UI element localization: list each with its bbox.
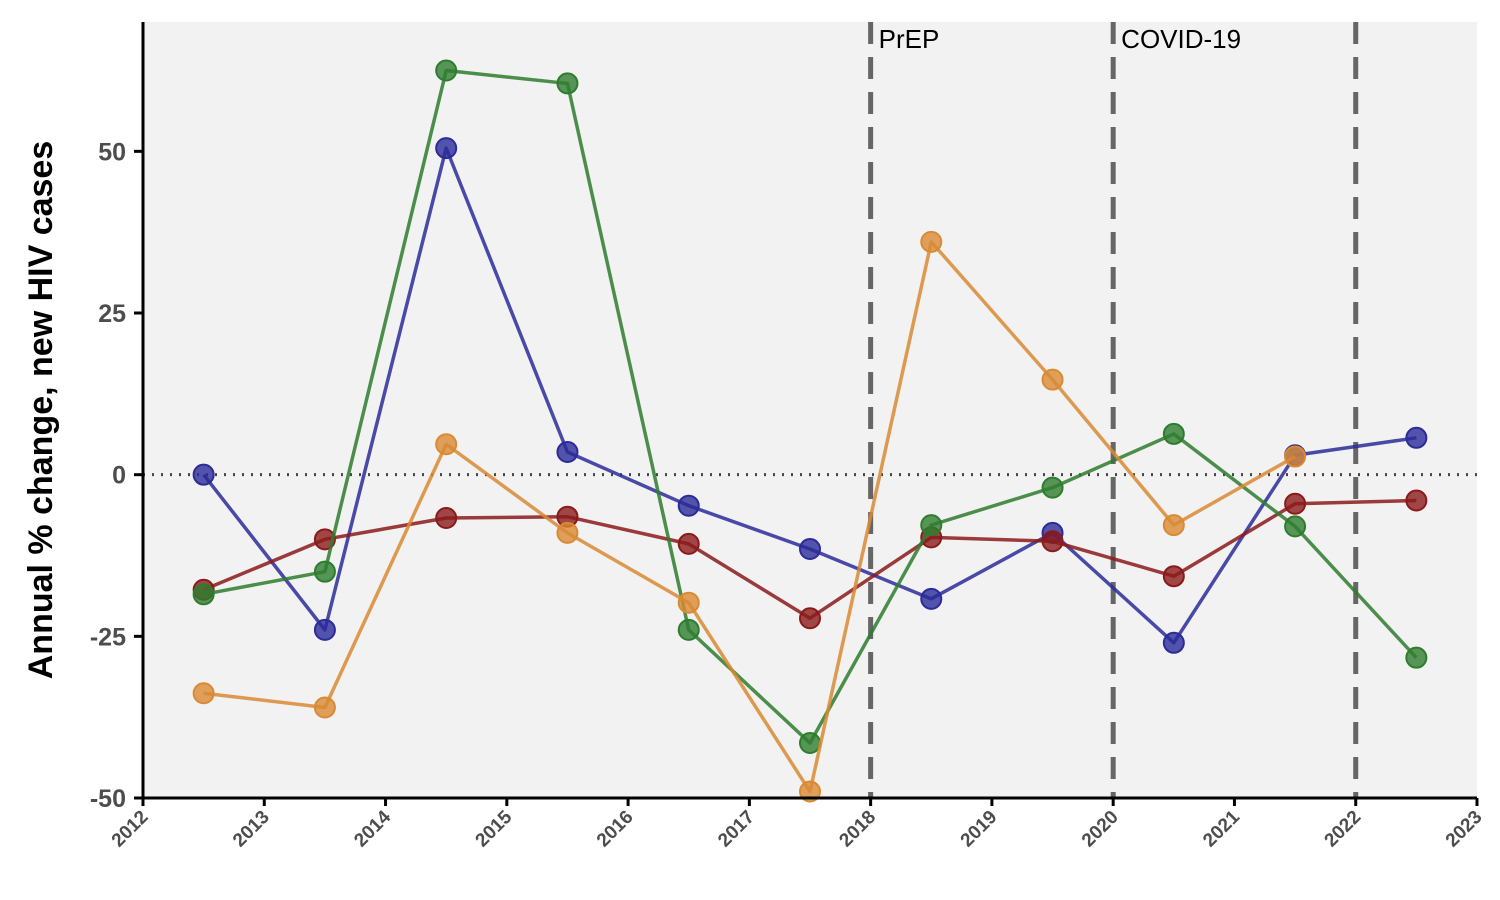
series-2-point-9 [1284, 515, 1307, 538]
series-3-point-8 [1162, 514, 1185, 537]
series-0-point-10 [1405, 426, 1428, 449]
series-3-point-4 [677, 591, 700, 614]
x-tick-label-4: 2016 [593, 807, 638, 852]
series-layer [192, 59, 1428, 803]
series-0-point-6 [920, 587, 943, 610]
x-tick-label-1: 2013 [229, 807, 274, 852]
series-3-point-9 [1284, 445, 1307, 468]
series-1-point-10 [1405, 489, 1428, 512]
y-ticks: -50 -25 0 25 50 [90, 138, 143, 813]
x-tick-label-7: 2019 [957, 807, 1002, 852]
series-0-point-0 [192, 463, 215, 486]
series-3-point-2 [435, 433, 458, 456]
x-tick-label-0: 2012 [108, 807, 153, 852]
series-1-point-5 [799, 607, 821, 630]
series-3-point-3 [556, 521, 579, 544]
series-2-point-3 [556, 72, 579, 95]
series-3-point-0 [192, 682, 215, 705]
series-line-3 [203, 240, 1296, 794]
x-tick-label-6: 2018 [835, 807, 880, 852]
series-3-point-7 [1041, 368, 1064, 391]
x-tick-label-9: 2021 [1199, 806, 1244, 851]
series-2-point-0 [192, 583, 215, 606]
y-tick-label-4: 50 [98, 138, 126, 166]
event-label-0: PrEP [879, 24, 940, 54]
series-0-point-8 [1162, 631, 1185, 654]
series-1-point-2 [435, 506, 458, 529]
series-2-point-4 [677, 618, 700, 641]
x-tick-label-8: 2020 [1078, 807, 1123, 852]
series-2-point-2 [435, 59, 458, 82]
series-2-point-8 [1162, 422, 1185, 445]
series-1-point-4 [677, 532, 700, 555]
x-tick-label-11: 2023 [1442, 807, 1487, 852]
series-0-point-2 [435, 137, 458, 160]
x-tick-label-5: 2017 [714, 807, 759, 852]
x-tick-label-10: 2022 [1321, 807, 1366, 852]
series-0-point-4 [677, 494, 700, 517]
series-0-point-1 [313, 618, 336, 641]
series-3-point-6 [920, 230, 943, 253]
series-1-point-9 [1284, 492, 1307, 515]
series-2-point-1 [313, 560, 336, 583]
series-0-point-3 [556, 441, 579, 464]
y-tick-label-1: -25 [90, 623, 126, 651]
y-tick-label-3: 25 [98, 300, 126, 328]
plot-background [143, 22, 1477, 798]
series-2-point-7 [1041, 476, 1064, 499]
series-0-point-5 [799, 538, 821, 561]
x-ticks: 2012 2013 2014 2015 2016 2017 2018 2019 2020 2021… [108, 798, 1487, 851]
series-1-point-7 [1041, 530, 1064, 553]
series-3-point-1 [313, 696, 336, 719]
y-axis-title: Annual % change, new HIV cases [22, 141, 60, 680]
series-2-point-10 [1405, 646, 1428, 669]
series-1-point-8 [1162, 565, 1185, 588]
y-tick-label-0: -50 [90, 785, 126, 813]
series-2-point-5 [799, 732, 821, 755]
event-label-1: COVID-19 [1121, 24, 1241, 54]
series-2-point-6 [920, 514, 943, 537]
x-tick-label-3: 2015 [472, 806, 517, 851]
x-tick-label-2: 2014 [350, 806, 395, 851]
y-tick-label-2: 0 [112, 462, 126, 490]
event-lines: PrEP COVID-19 [868, 22, 1359, 798]
